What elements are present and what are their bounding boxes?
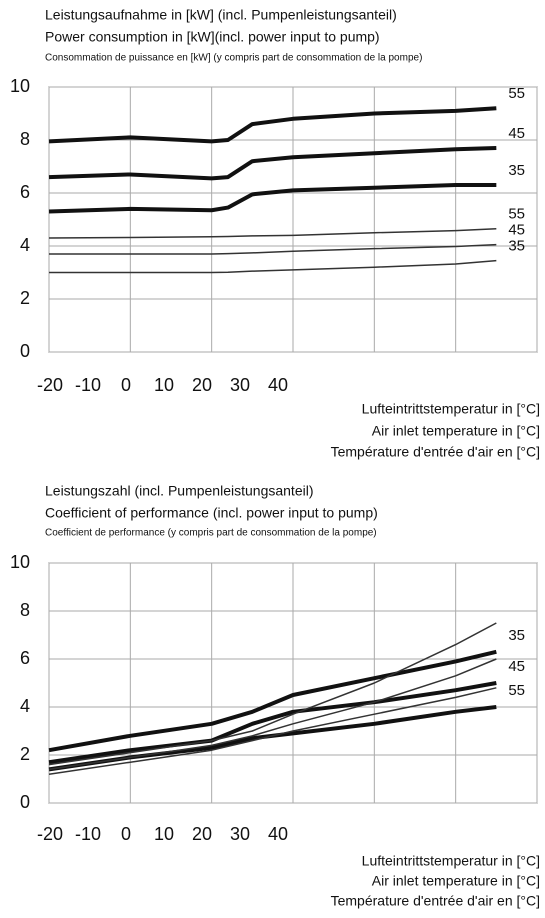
x-tick-label: 40 — [268, 375, 288, 395]
chart-title: Leistungszahl (incl. Pumpenleistungsante… — [45, 483, 313, 499]
y-tick-label: 10 — [10, 76, 30, 96]
series-label: 45 — [508, 658, 525, 675]
x-tick-label: 10 — [154, 824, 174, 844]
x-axis-label: Température d'entrée d'air en [°C] — [331, 444, 540, 460]
y-tick-label: 8 — [20, 129, 30, 149]
chart-title: Coefficient de performance (y compris pa… — [45, 528, 377, 539]
x-tick-label: 40 — [268, 824, 288, 844]
y-tick-label: 8 — [20, 600, 30, 620]
series-label: 35 — [508, 162, 525, 179]
series-label: 35 — [508, 238, 525, 255]
x-tick-label: -10 — [75, 824, 101, 844]
series-line — [48, 145, 497, 181]
series-line — [48, 106, 497, 144]
series-line — [48, 687, 497, 775]
series-label: 45 — [508, 125, 525, 142]
x-axis-label: Air inlet temperature in [°C] — [372, 873, 540, 889]
series-line — [49, 259, 497, 274]
series-label: 55 — [508, 206, 525, 223]
y-tick-label: 0 — [20, 792, 30, 812]
x-tick-label: 10 — [154, 375, 174, 395]
x-tick-label: -20 — [37, 375, 63, 395]
series-line — [48, 183, 497, 214]
x-tick-label: 30 — [230, 824, 250, 844]
series-line — [48, 658, 497, 771]
x-axis-label: Lufteintrittstemperatur in [°C] — [362, 853, 540, 869]
x-tick-label: -10 — [75, 375, 101, 395]
y-tick-label: 4 — [20, 235, 30, 255]
x-tick-label: 30 — [230, 375, 250, 395]
chart-title: Consommation de puissance en [kW] (y com… — [45, 53, 422, 64]
x-tick-label: -20 — [37, 824, 63, 844]
x-axis-label: Air inlet temperature in [°C] — [372, 423, 540, 439]
chart-title: Power consumption in [kW](incl. power in… — [45, 29, 380, 45]
x-tick-label: 0 — [121, 375, 131, 395]
series-line — [49, 243, 497, 255]
x-tick-label: 20 — [192, 824, 212, 844]
series-label: 55 — [508, 682, 525, 699]
chart-title: Leistungsaufnahme in [kW] (incl. Pumpenl… — [45, 7, 397, 23]
chart-title: Coefficient of performance (incl. power … — [45, 505, 378, 521]
y-tick-label: 10 — [10, 552, 30, 572]
y-tick-label: 6 — [20, 182, 30, 202]
x-tick-label: 20 — [192, 375, 212, 395]
series-label: 35 — [508, 627, 525, 644]
series-line — [48, 681, 497, 765]
series-line — [48, 228, 497, 239]
series-line — [48, 649, 497, 753]
y-tick-label: 0 — [20, 341, 30, 361]
y-tick-label: 4 — [20, 696, 30, 716]
series-line — [48, 622, 497, 766]
y-tick-label: 2 — [20, 744, 30, 764]
series-label: 45 — [508, 222, 525, 239]
y-tick-label: 2 — [20, 288, 30, 308]
series-label: 55 — [508, 85, 525, 102]
x-tick-label: 0 — [121, 824, 131, 844]
y-tick-label: 6 — [20, 648, 30, 668]
x-axis-label: Lufteintrittstemperatur in [°C] — [362, 401, 540, 417]
x-axis-label: Température d'entrée d'air en [°C] — [331, 893, 540, 909]
